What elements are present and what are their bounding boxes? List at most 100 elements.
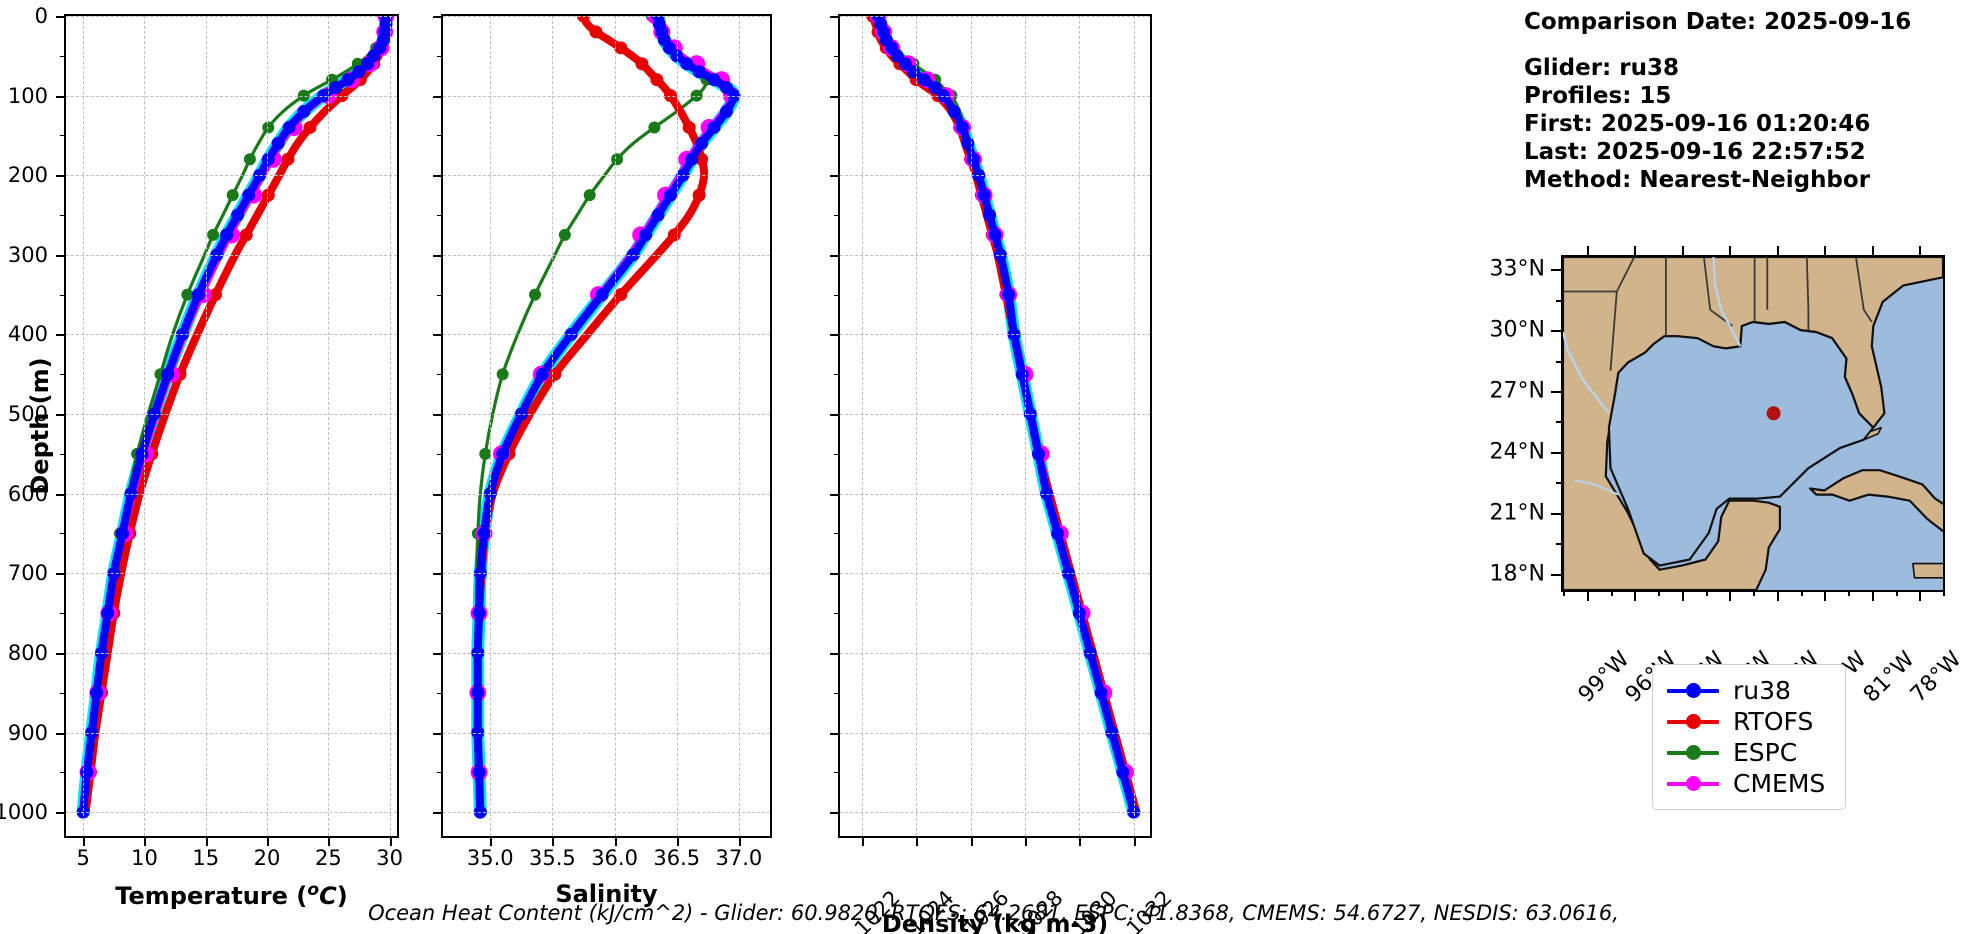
x-tick-label: 36.5 [653, 846, 701, 870]
series-line-ru38 [79, 12, 391, 817]
series-marker-rtofs [281, 152, 295, 166]
map-lon-label: 81°W [1858, 646, 1920, 708]
series-marker-ru38 [707, 120, 721, 134]
map-lon-label: 78°W [1906, 646, 1967, 708]
y-tick [56, 732, 65, 735]
series-marker-ru38 [595, 288, 609, 302]
x-tick [83, 837, 86, 846]
series-marker-espc [583, 189, 596, 202]
y-tick-minor [437, 215, 442, 217]
border-line-0 [1563, 257, 1636, 293]
cuba-land [1808, 469, 1943, 533]
map-lat-tick-minor [1556, 421, 1562, 424]
y-tick-minor [834, 215, 839, 217]
x-tick-label: 10 [131, 846, 158, 870]
y-tick [433, 414, 442, 417]
map-lon-tick [1634, 590, 1637, 601]
series-marker-ru38 [472, 606, 486, 620]
series-marker-ru38 [993, 248, 1007, 262]
series-marker-ru38 [147, 407, 161, 421]
map-lon-tick-top [1776, 246, 1779, 257]
series-marker-ru38 [85, 726, 99, 739]
temperature-axis-title: Temperature (oC) [115, 880, 348, 910]
map-lon-tick-top [1824, 246, 1827, 257]
map-lat-label: 24°N [1489, 439, 1545, 465]
series-marker-rtofs [650, 73, 664, 87]
series-marker-ru38 [535, 367, 549, 381]
map-lat-tick [1551, 573, 1562, 576]
series-marker-ru38 [676, 168, 690, 182]
depth-tick-label: 600 [7, 481, 48, 506]
series-marker-ru38 [955, 120, 969, 134]
map-lon-tick-minor [1848, 590, 1850, 596]
series-marker-ru38 [297, 105, 311, 119]
map-lon-tick-minor [1753, 590, 1755, 596]
border-line-4 [1805, 257, 1810, 331]
map-lon-tick-top [1729, 246, 1732, 257]
density-curves [866, 7, 1141, 819]
series-marker-ru38 [161, 367, 175, 381]
y-tick-minor [834, 294, 839, 296]
series-marker-ru38 [936, 89, 950, 103]
y-tick [830, 652, 839, 655]
series-marker-ru38 [1127, 805, 1141, 819]
series-marker-espc [181, 288, 194, 301]
series-marker-ru38 [626, 248, 640, 262]
series-marker-ru38 [890, 49, 904, 63]
series-marker-ru38 [685, 152, 699, 166]
series-marker-rtofs [614, 288, 628, 302]
x-tick [1133, 837, 1136, 846]
map-canvas [1563, 257, 1943, 590]
series-marker-ru38 [231, 208, 245, 222]
series-marker-ru38 [242, 188, 256, 202]
series-marker-espc [262, 121, 275, 134]
series-marker-ru38 [917, 73, 931, 87]
series-marker-ru38 [90, 686, 104, 700]
map-lon-tick [1586, 590, 1589, 601]
y-tick-minor [834, 533, 839, 535]
series-marker-ru38 [972, 168, 986, 182]
y-tick [830, 414, 839, 417]
x-tick [738, 837, 741, 846]
y-tick-minor [834, 135, 839, 137]
legend-item-rtofs[interactable]: RTOFS [1667, 706, 1825, 737]
series-marker-rtofs [209, 288, 223, 302]
depth-axis-title: Depth (m) [26, 357, 54, 495]
series-marker-espc [611, 153, 624, 166]
series-marker-ru38 [471, 726, 485, 739]
y-tick [56, 254, 65, 257]
y-tick [56, 16, 65, 18]
series-marker-ru38 [1083, 646, 1097, 660]
map-lat-label: 33°N [1489, 256, 1545, 282]
legend-item-espc[interactable]: ESPC [1667, 737, 1825, 768]
y-tick [830, 175, 839, 178]
y-tick [433, 95, 442, 98]
y-tick-minor [60, 55, 65, 57]
x-tick-label: 35.0 [466, 846, 514, 870]
series-marker-ru38 [76, 805, 90, 819]
comparison-info-block: Comparison Date: 2025-09-16 Glider: ru38 … [1524, 8, 1911, 194]
depth-tick-label: 100 [7, 83, 48, 108]
y-tick [830, 732, 839, 735]
x-tick [676, 837, 679, 846]
series-line-cmems [82, 14, 388, 814]
series-marker-ru38 [961, 136, 975, 150]
map-lat-tick-minor [1556, 482, 1562, 485]
legend-item-ru38[interactable]: ru38 [1667, 675, 1825, 706]
series-marker-ru38 [316, 89, 330, 103]
series-marker-ru38 [253, 168, 267, 182]
ocean-heat-content-caption: Ocean Heat Content (kJ/cm^2) - Glider: 6… [368, 901, 1619, 925]
y-tick [433, 334, 442, 337]
glider-text: Glider: ru38 [1524, 55, 1679, 81]
series-marker-rtofs [239, 228, 253, 242]
series-marker-ru38 [107, 566, 121, 580]
map-lat-label: 21°N [1489, 500, 1545, 526]
y-tick-minor [437, 294, 442, 296]
map-lat-tick-minor [1556, 299, 1562, 302]
series-marker-rtofs [303, 120, 317, 134]
series-legend: ru38 RTOFS ESPC CMEMS [1652, 664, 1847, 810]
map-lat-tick-minor [1556, 543, 1562, 546]
series-marker-ru38 [651, 208, 665, 222]
legend-item-cmems[interactable]: CMEMS [1667, 768, 1825, 799]
map-lat-label: 27°N [1489, 378, 1545, 404]
